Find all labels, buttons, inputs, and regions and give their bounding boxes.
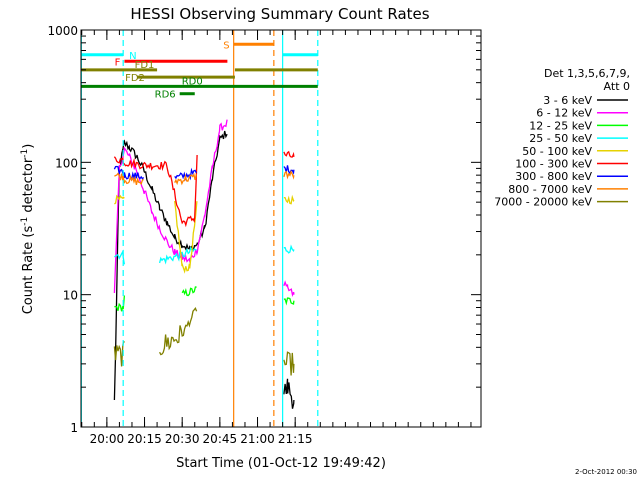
x-axis-label: Start Time (01-Oct-12 19:49:42) <box>176 456 386 471</box>
series-6-12-kev <box>113 119 295 298</box>
legend-label-300-800-kev: 300 - 800 keV <box>515 170 592 183</box>
chart-title: HESSI Observing Summary Count Rates <box>130 5 429 23</box>
flag-label-s: S <box>223 40 229 51</box>
flag-layer: NF S FD1 FD2 RD0 RD6 <box>81 40 318 101</box>
footer-timestamp: 2-Oct-2012 00:30 <box>575 468 637 476</box>
flag-label-fd1: FD1 <box>135 60 155 71</box>
y-tick-label: 1 <box>70 421 78 435</box>
legend-label-6-12-kev: 6 - 12 keV <box>536 107 592 120</box>
series-100-300-kev <box>113 150 295 228</box>
legend-label-100-300-kev: 100 - 300 keV <box>515 158 592 171</box>
legend-label-7000-20000-kev: 7000 - 20000 keV <box>494 196 592 209</box>
legend-label-800-7000-kev: 800 - 7000 keV <box>508 183 592 196</box>
y-tick-label: 100 <box>55 156 78 170</box>
series-800-7000-kev <box>114 170 295 186</box>
flag-label-f: F <box>115 57 121 68</box>
legend-label-50-100-kev: 50 - 100 keV <box>522 145 592 158</box>
legend-header-detectors: Det 1,3,5,6,7,9, <box>544 67 630 80</box>
series-12-25-kev <box>114 286 295 312</box>
legend-label-12-25-kev: 12 - 25 keV <box>529 119 592 132</box>
y-tick-label: 1000 <box>47 24 78 38</box>
flag-label-rd0: RD0 <box>182 76 203 87</box>
series-3-6-kev <box>113 130 295 409</box>
y-axis-label: Count Rate (s-1 detector-1) <box>20 144 36 315</box>
series-50-100-kev <box>114 194 295 274</box>
x-tick-label: 20:15 <box>127 432 162 446</box>
plot-frame <box>80 29 482 428</box>
legend-label-3-6-kev: 3 - 6 keV <box>543 94 592 107</box>
x-tick-label: 20:00 <box>90 432 125 446</box>
axes-layer: 1 10 100 1000 20:00 20:15 20:30 20:45 21:00 21:15 <box>47 24 481 446</box>
legend-label-25-50-kev: 25 - 50 keV <box>529 132 592 145</box>
x-tick-label: 20:45 <box>203 432 238 446</box>
series-25-50-kev <box>114 244 295 265</box>
flag-label-fd2: FD2 <box>125 73 145 84</box>
y-tick-label: 10 <box>63 289 78 303</box>
x-tick-label: 21:00 <box>240 432 275 446</box>
flag-label-n: N <box>129 51 136 62</box>
x-tick-label: 21:15 <box>278 432 313 446</box>
x-tick-label: 20:30 <box>165 432 200 446</box>
flag-label-rd6: RD6 <box>155 90 176 101</box>
series-7000-20000-kev <box>113 307 295 376</box>
legend-header-attenuator: Att 0 <box>604 80 630 93</box>
series-layer <box>113 119 295 409</box>
